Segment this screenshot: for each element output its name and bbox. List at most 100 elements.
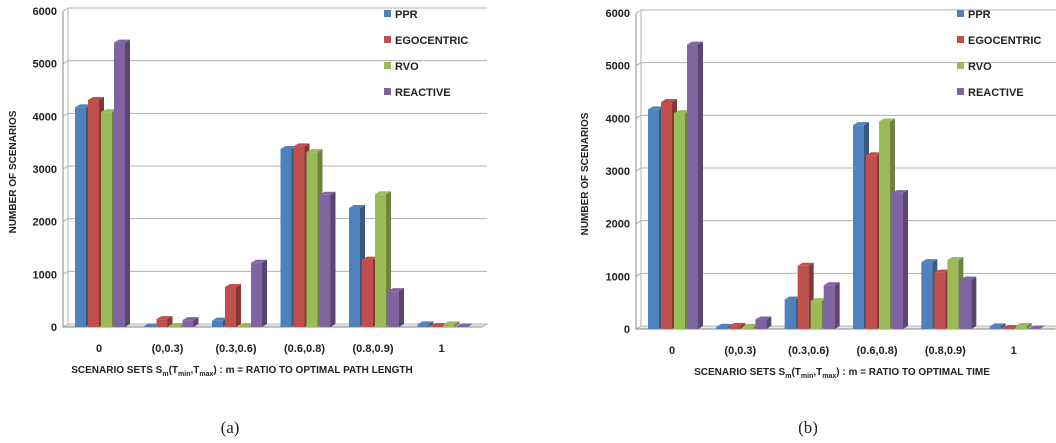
- bar-front: [648, 109, 659, 329]
- bar-front: [1015, 325, 1027, 329]
- bar: [319, 191, 336, 327]
- legend-label: PPR: [968, 9, 991, 21]
- bar: [114, 39, 130, 327]
- bar-front: [960, 279, 972, 329]
- bar-top: [182, 317, 199, 321]
- legend-swatch: [957, 88, 964, 95]
- bar-top: [88, 97, 104, 101]
- bar-side: [467, 323, 473, 327]
- bar-front: [797, 265, 809, 329]
- bar-front: [349, 207, 360, 327]
- bar: [443, 321, 460, 327]
- bar: [1015, 322, 1032, 329]
- bar-side: [1026, 322, 1032, 329]
- x-axis-label-part: ) : m = RATIO TO OPTIMAL PATH LENGTH: [213, 365, 412, 376]
- gridline-depth: [635, 220, 642, 225]
- bar-side: [971, 276, 977, 329]
- bar-front: [716, 326, 728, 329]
- legend-swatch: [957, 10, 964, 17]
- bar-top: [797, 262, 814, 266]
- bar-top: [319, 191, 336, 195]
- x-axis-label-subscript: m: [162, 371, 168, 378]
- y-axis-label: NUMBER OF SCENARIOS: [580, 112, 591, 235]
- bar-front: [947, 260, 959, 329]
- y-tick-label: 6000: [606, 8, 630, 20]
- gridline-depth: [62, 165, 69, 170]
- panel-caption-b: (b): [798, 418, 818, 437]
- bar-side: [454, 321, 460, 327]
- bar: [225, 283, 241, 327]
- bar: [892, 190, 908, 329]
- x-axis-label-subscript: m: [785, 373, 791, 380]
- bar-front: [238, 325, 249, 327]
- bar-top: [349, 204, 365, 208]
- y-tick-label: 1000: [606, 271, 630, 283]
- bar: [456, 323, 473, 327]
- bar-front: [755, 319, 767, 329]
- bar-top: [388, 288, 404, 292]
- y-tick-label: 0: [51, 322, 57, 334]
- bar: [960, 276, 977, 329]
- gridline-depth: [62, 218, 69, 223]
- bar: [182, 317, 199, 327]
- x-tick-label: (0,0.3): [724, 345, 756, 357]
- bar-front: [225, 286, 236, 327]
- legend-swatch: [384, 62, 391, 69]
- legend-swatch: [384, 10, 391, 17]
- gridline-depth: [62, 60, 69, 65]
- bar-top: [1015, 322, 1032, 326]
- x-tick-label: (0.8,0.9): [925, 345, 966, 357]
- bar-front: [742, 326, 754, 329]
- gridline-depth: [635, 114, 642, 119]
- bar-front: [430, 325, 442, 327]
- bar-front: [212, 320, 223, 327]
- bar-top: [238, 322, 254, 326]
- bar-front: [75, 107, 86, 327]
- legend-label: EGOCENTRIC: [968, 35, 1041, 47]
- bar-top: [417, 321, 434, 325]
- y-tick-label: 4000: [33, 111, 57, 123]
- bar: [1028, 325, 1045, 329]
- bar-front: [156, 319, 168, 327]
- bar-front: [319, 194, 331, 327]
- bar-top: [810, 298, 827, 302]
- bar: [729, 322, 746, 329]
- bar-top: [947, 257, 964, 261]
- gridline-depth: [635, 62, 642, 67]
- bar-top: [75, 104, 91, 108]
- bar-top: [101, 109, 117, 113]
- bar-side: [740, 322, 746, 329]
- bar-top: [212, 317, 228, 321]
- bar: [156, 316, 173, 327]
- bar-front: [729, 325, 741, 329]
- legend-label: REACTIVE: [395, 87, 451, 99]
- bar-top: [960, 276, 977, 280]
- bar-side: [193, 317, 199, 327]
- y-tick-label: 2000: [606, 219, 630, 231]
- bar-front: [443, 324, 455, 327]
- bar-top: [687, 41, 703, 45]
- legend-label: EGOCENTRIC: [395, 35, 468, 47]
- x-axis-label-part: ,T: [191, 365, 200, 376]
- gridline-depth: [635, 9, 642, 14]
- bar-side: [330, 191, 336, 327]
- bar-front: [456, 326, 468, 327]
- gridline-depth: [635, 167, 642, 172]
- bar-top: [430, 322, 447, 326]
- y-tick-label: 3000: [606, 166, 630, 178]
- bar-top: [934, 269, 951, 273]
- bar-front: [251, 262, 262, 327]
- x-axis-label-subscript: min: [178, 371, 190, 378]
- y-tick-label: 4000: [606, 113, 630, 125]
- bar-front: [892, 193, 903, 329]
- gridline-depth: [62, 112, 69, 117]
- bar-top: [280, 145, 297, 149]
- bar-top: [293, 143, 310, 147]
- bar-side: [834, 282, 840, 329]
- x-tick-label: (0.6,0.8): [857, 345, 898, 357]
- x-axis-label-subscript: max: [822, 373, 836, 380]
- bar-front: [88, 100, 99, 327]
- bar-top: [661, 99, 677, 103]
- bar-front: [687, 44, 698, 329]
- y-tick-label: 2000: [33, 217, 57, 229]
